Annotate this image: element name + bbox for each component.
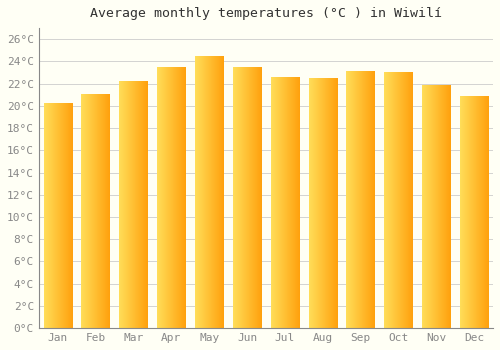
Title: Average monthly temperatures (°C ) in Wiwilí: Average monthly temperatures (°C ) in Wi…: [90, 7, 442, 20]
